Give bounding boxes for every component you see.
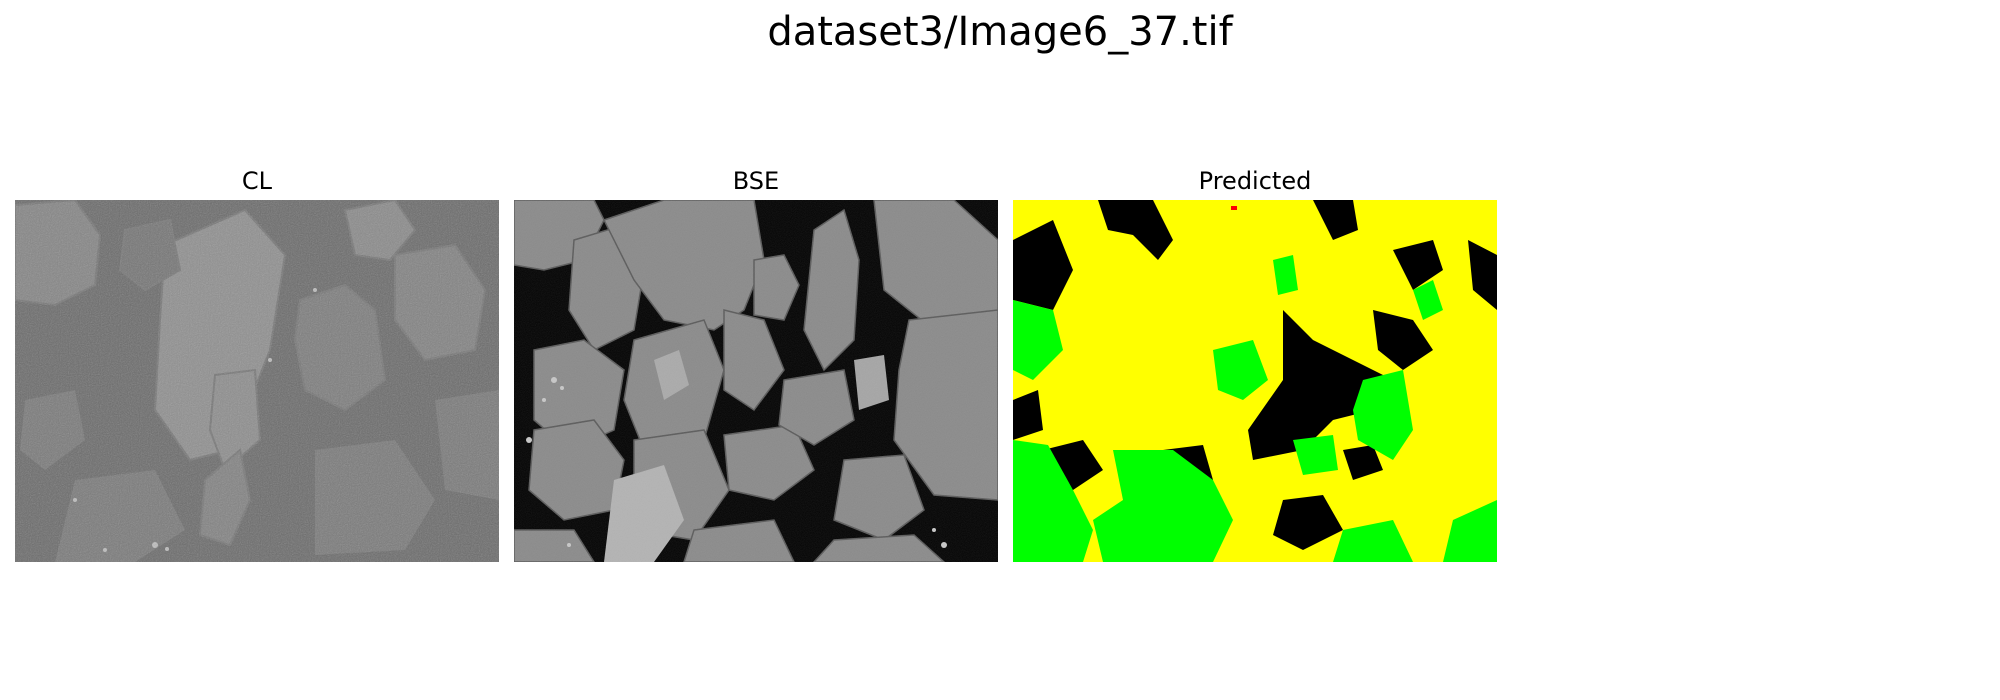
cl-image: [15, 200, 499, 562]
predicted-image-graphic: [1013, 200, 1497, 562]
bse-image-graphic: [514, 200, 998, 562]
panel-title-cl: CL: [15, 166, 499, 196]
panel-title-predicted: Predicted: [1013, 166, 1497, 196]
cl-image-graphic: [15, 200, 499, 562]
panel-title-bse: BSE: [514, 166, 998, 196]
bse-image: [514, 200, 998, 562]
figure-title: dataset3/Image6_37.tif: [0, 4, 2000, 60]
predicted-image: [1013, 200, 1497, 562]
